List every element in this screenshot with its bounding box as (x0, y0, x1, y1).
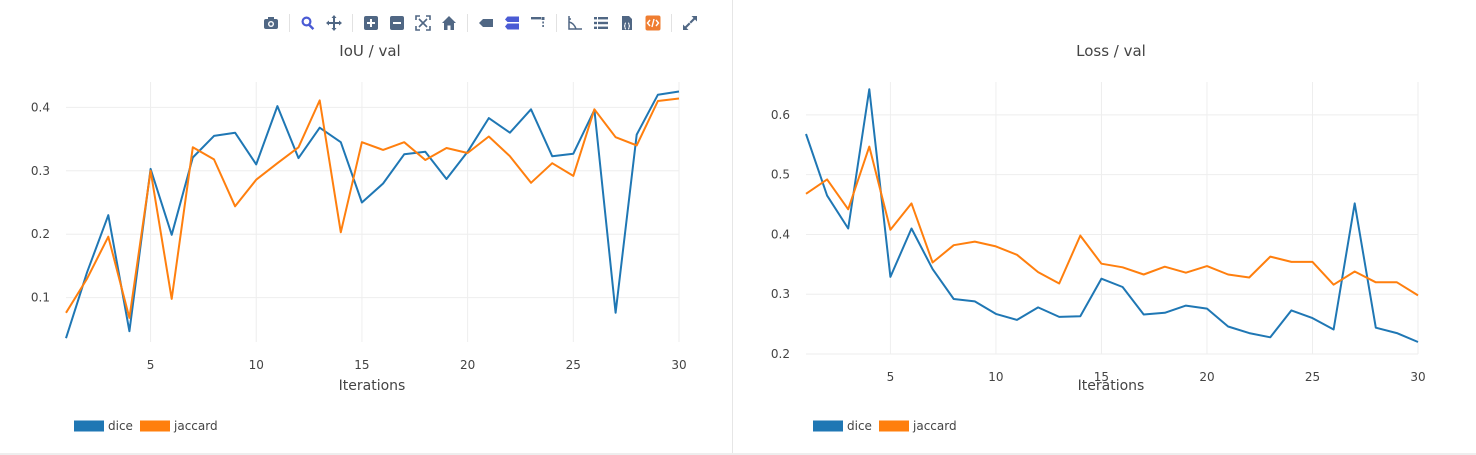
y-tick-label: 0.2 (31, 227, 50, 241)
legend-label-jaccard: jaccard (173, 419, 218, 433)
pan-icon[interactable] (321, 10, 347, 36)
x-tick-label: 20 (460, 358, 475, 372)
series-line-dice (65, 90, 680, 339)
y-tick-label: 0.3 (31, 164, 50, 178)
legend-label-dice: dice (108, 419, 133, 433)
axes-icon[interactable] (562, 10, 588, 36)
x-axis-label: Iterations (339, 378, 406, 394)
zoom-out-icon[interactable] (384, 10, 410, 36)
y-tick-label: 0.4 (31, 100, 50, 114)
y-tick-label: 0.6 (771, 108, 790, 122)
x-tick-label: 15 (354, 358, 369, 372)
grid (806, 82, 1419, 355)
grid (66, 82, 680, 342)
series-line-jaccard (65, 97, 680, 319)
chart-panel-iou: IoU / val Iterations 5 10 15 20 25 30 0.1 0.2 0.… (0, 0, 733, 455)
y-tick-label: 0.5 (771, 168, 790, 182)
x-tick-label: 25 (566, 358, 581, 372)
chart-panel-loss: Loss / val Iterations 5 10 15 20 25 30 0.2 0.3 0… (733, 0, 1476, 455)
camera-icon[interactable] (258, 10, 284, 36)
legend: dice jaccard (74, 419, 218, 433)
home-icon[interactable] (436, 10, 462, 36)
spike-single-icon[interactable] (473, 10, 499, 36)
legend: dice jaccard (813, 419, 957, 433)
y-tick-label: 0.2 (771, 347, 790, 361)
x-tick-label: 20 (1199, 370, 1214, 384)
autoscale-icon[interactable] (410, 10, 436, 36)
code-icon[interactable] (640, 10, 666, 36)
y-tick-label: 0.3 (771, 287, 790, 301)
chart-title: Loss / val (1076, 42, 1146, 60)
x-tick-label: 10 (988, 370, 1003, 384)
x-axis-label: Iterations (1078, 378, 1145, 394)
x-tick-label: 5 (887, 370, 895, 384)
legend-label-dice: dice (847, 419, 872, 433)
zoom-icon[interactable] (295, 10, 321, 36)
x-tick-label: 30 (1410, 370, 1425, 384)
fullscreen-icon[interactable] (677, 10, 703, 36)
zoom-in-icon[interactable] (358, 10, 384, 36)
y-tick-label: 0.1 (31, 291, 50, 305)
chart-title: IoU / val (339, 42, 400, 60)
legend-label-jaccard: jaccard (912, 419, 957, 433)
spike-compare-icon[interactable] (499, 10, 525, 36)
series-line-jaccard (805, 145, 1419, 297)
y-tick-label: 0.4 (771, 227, 790, 241)
loss-chart: Loss / val Iterations 5 10 15 20 25 30 0.2 0.3 0… (771, 42, 1426, 433)
spike-lines-icon[interactable] (525, 10, 551, 36)
series-line-dice (805, 88, 1419, 343)
x-tick-label: 30 (671, 358, 686, 372)
iou-chart: IoU / val Iterations 5 10 15 20 25 30 0.1 0.2 0.… (31, 42, 687, 433)
x-tick-label: 5 (147, 358, 155, 372)
json-icon[interactable] (614, 10, 640, 36)
list-icon[interactable] (588, 10, 614, 36)
x-tick-label: 25 (1305, 370, 1320, 384)
x-tick-label: 10 (249, 358, 264, 372)
chart-toolbar (258, 10, 703, 36)
x-tick-label: 15 (1094, 370, 1109, 384)
